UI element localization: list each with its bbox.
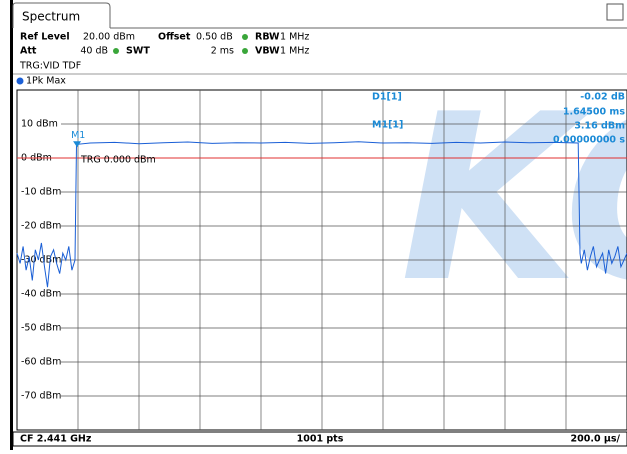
value: 20.00 dBm bbox=[83, 32, 135, 43]
readout: D1[1] bbox=[372, 92, 402, 103]
trace bbox=[16, 141, 627, 288]
y-tick-label: -50 dBm bbox=[21, 323, 61, 334]
readout: 3.16 dBm bbox=[574, 121, 625, 132]
y-tick-label: -70 dBm bbox=[21, 391, 61, 402]
value: 40 dB bbox=[80, 46, 108, 57]
label: SWT bbox=[126, 46, 150, 57]
trace-label: 1Pk Max bbox=[26, 76, 66, 87]
y-tick-label: -30 dBm bbox=[21, 255, 61, 266]
label: VBW bbox=[255, 46, 280, 57]
readout: 1.64500 ms bbox=[563, 107, 625, 118]
status-dot bbox=[242, 34, 248, 40]
y-tick-label: -40 dBm bbox=[21, 289, 61, 300]
value: 1 MHz bbox=[280, 46, 309, 57]
marker-label: M1 bbox=[71, 130, 85, 141]
left-border bbox=[10, 0, 13, 450]
readout: M1[1] bbox=[372, 120, 403, 131]
menu-icon[interactable] bbox=[606, 3, 624, 21]
readout: 0.00000000 s bbox=[553, 135, 625, 146]
tab-title[interactable]: Spectrum bbox=[22, 10, 80, 24]
y-tick-label: 10 dBm bbox=[21, 119, 58, 130]
y-tick-label: -60 dBm bbox=[21, 357, 61, 368]
label: RBW bbox=[255, 32, 280, 43]
trace-dot bbox=[16, 77, 24, 85]
tab-outline bbox=[12, 2, 111, 28]
value: 2 ms bbox=[211, 46, 234, 57]
label: Ref Level bbox=[20, 32, 70, 43]
readout: -0.02 dB bbox=[580, 92, 625, 103]
y-tick-label: -20 dBm bbox=[21, 221, 61, 232]
status-dot bbox=[113, 48, 119, 54]
value: 0.50 dB bbox=[196, 32, 233, 43]
footer-text: 200.0 µs/ bbox=[571, 434, 621, 445]
footer-text: CF 2.441 GHz bbox=[20, 434, 92, 445]
value: 1 MHz bbox=[280, 32, 309, 43]
trigger-info: TRG:VID TDF bbox=[19, 61, 81, 72]
trigger-label: TRG 0.000 dBm bbox=[80, 155, 156, 166]
y-tick-label: -10 dBm bbox=[21, 187, 61, 198]
watermark: KC bbox=[400, 66, 627, 333]
label: Att bbox=[20, 46, 37, 57]
marker bbox=[73, 141, 82, 148]
label: Offset bbox=[158, 32, 191, 43]
status-dot bbox=[242, 48, 248, 54]
footer-text: 1001 pts bbox=[297, 434, 344, 445]
footer-bar bbox=[12, 431, 627, 447]
